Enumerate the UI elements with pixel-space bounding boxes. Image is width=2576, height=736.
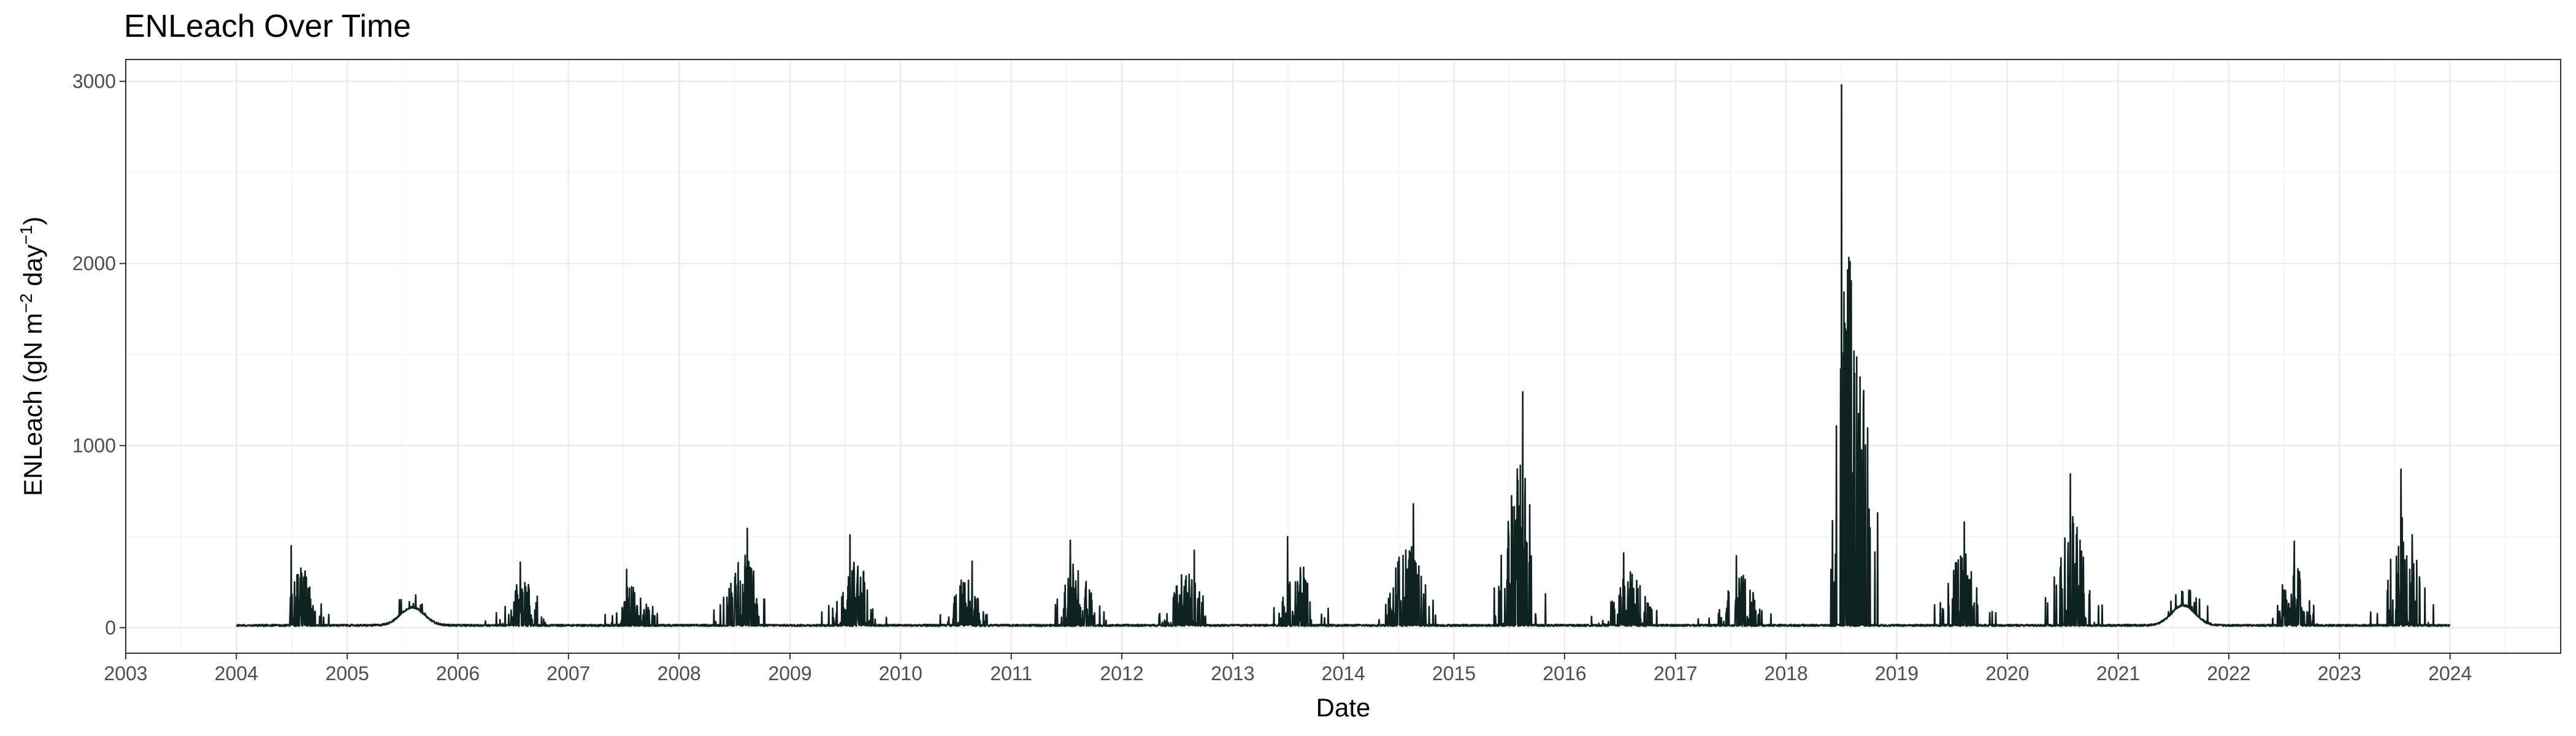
y-tick-label: 3000 (72, 71, 116, 93)
x-tick-label: 2015 (1432, 662, 1476, 684)
y-tick-label: 2000 (72, 253, 116, 275)
x-tick-label: 2013 (1211, 662, 1254, 684)
x-tick-label: 2009 (768, 662, 811, 684)
series-line (236, 84, 2451, 627)
x-tick-label: 2011 (990, 662, 1032, 684)
chart-title: ENLeach Over Time (124, 9, 411, 44)
y-tick-label: 0 (105, 616, 116, 638)
y-axis-title-part1: ENLeach (gN m (18, 313, 47, 496)
x-tick-label: 2019 (1875, 662, 1919, 684)
x-tick-label: 2010 (879, 662, 922, 684)
y-axis: 0 1000 2000 3000 (72, 71, 126, 638)
x-tick-label: 2007 (546, 662, 590, 684)
x-tick-label: 2012 (1100, 662, 1143, 684)
x-tick-label: 2021 (2096, 662, 2140, 684)
x-tick-label: 2003 (104, 662, 147, 684)
x-tick-label: 2014 (1322, 662, 1365, 684)
x-axis: 2003 2004 2005 2006 2007 2008 2009 2010 2011 2012… (104, 653, 2472, 684)
x-tick-label: 2020 (1985, 662, 2029, 684)
grid-major (125, 59, 2561, 653)
x-tick-label: 2017 (1654, 662, 1697, 684)
y-axis-title: ENLeach (gN m−2 day−1) (17, 217, 47, 496)
x-tick-label: 2008 (657, 662, 701, 684)
x-tick-label: 2005 (326, 662, 369, 684)
y-axis-title-part2: day (18, 245, 47, 293)
x-tick-label: 2022 (2207, 662, 2250, 684)
series-layer (236, 84, 2451, 627)
y-axis-title-sup2: −1 (17, 225, 36, 245)
x-tick-label: 2018 (1765, 662, 1808, 684)
x-tick-label: 2016 (1543, 662, 1586, 684)
x-axis-title: Date (1316, 693, 1371, 722)
y-axis-title-part3: ) (18, 217, 47, 225)
x-tick-label: 2004 (215, 662, 258, 684)
y-tick-label: 1000 (72, 434, 116, 456)
x-tick-label: 2006 (436, 662, 480, 684)
x-tick-label: 2024 (2428, 662, 2472, 684)
y-axis-title-sup1: −2 (17, 293, 36, 313)
x-tick-label: 2023 (2318, 662, 2361, 684)
